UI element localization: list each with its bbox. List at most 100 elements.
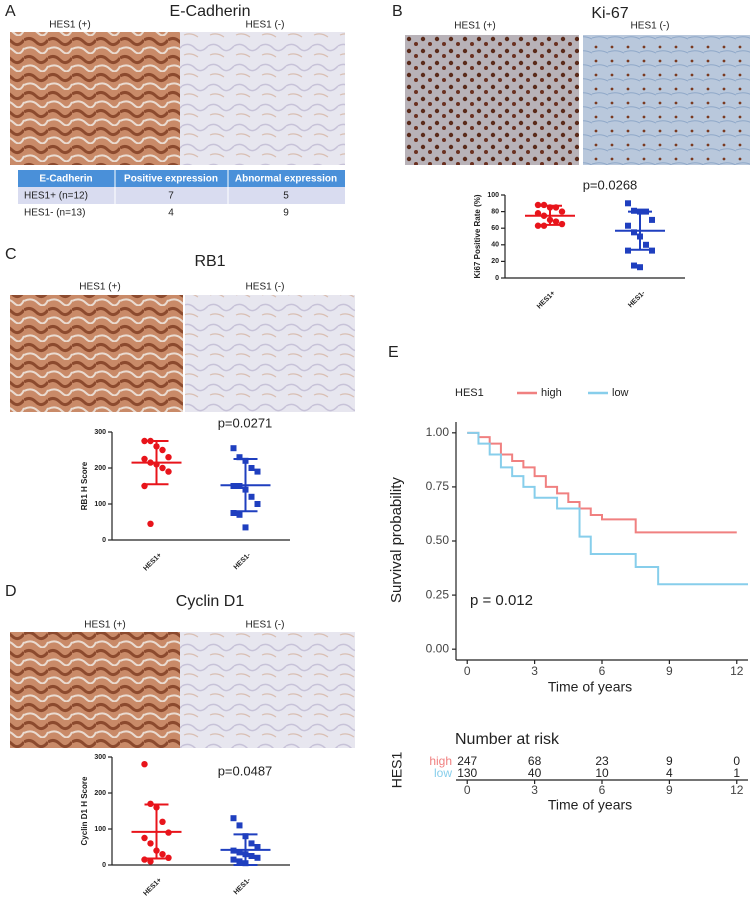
x-tick-label: 3 bbox=[531, 664, 538, 678]
figure-title: RB1 bbox=[194, 253, 225, 270]
y-tick-label: 100 bbox=[94, 826, 106, 833]
x-axis-label: Time of years bbox=[548, 679, 632, 695]
legend-label: high bbox=[541, 387, 562, 399]
risk-x-tick-label: 0 bbox=[464, 783, 471, 797]
risk-count: 247 bbox=[457, 754, 477, 768]
data-point bbox=[230, 510, 237, 516]
panel-label: E bbox=[388, 344, 399, 361]
risk-table-title: Number at risk bbox=[455, 731, 560, 748]
panel-label: C bbox=[5, 246, 17, 263]
data-point bbox=[147, 520, 154, 527]
x-tick-label: HES1- bbox=[233, 876, 253, 896]
data-point bbox=[236, 454, 243, 461]
table-header: E-Cadherin bbox=[39, 174, 92, 185]
risk-count: 68 bbox=[528, 754, 542, 768]
table-header: Positive expression bbox=[124, 174, 218, 185]
survival-curve bbox=[467, 431, 737, 534]
risk-count: 10 bbox=[595, 766, 609, 780]
image-caption: HES1 (-) bbox=[246, 282, 285, 293]
panel-label: B bbox=[392, 3, 403, 20]
figure-title: Ki-67 bbox=[591, 5, 628, 22]
y-axis-label: Survival probability bbox=[388, 477, 405, 603]
data-point bbox=[254, 844, 261, 850]
risk-count: 9 bbox=[666, 754, 673, 768]
y-tick-label: 60 bbox=[491, 225, 499, 232]
table-header: Abnormal expression bbox=[235, 174, 337, 185]
x-tick-label: 12 bbox=[730, 664, 744, 678]
data-point bbox=[141, 455, 148, 463]
histology-images bbox=[10, 32, 750, 748]
data-point bbox=[242, 524, 249, 531]
image-caption: HES1 (+) bbox=[79, 282, 120, 293]
risk-row-label: low bbox=[434, 766, 452, 780]
x-tick-label: HES1- bbox=[627, 289, 647, 309]
table-cell: 4 bbox=[168, 208, 174, 219]
x-tick-label: HES1+ bbox=[142, 552, 163, 573]
table-cell: HES1- (n=13) bbox=[24, 208, 85, 219]
annotation: p=0.0271 bbox=[218, 415, 273, 430]
data-point bbox=[631, 262, 637, 269]
data-point bbox=[165, 468, 172, 475]
data-point bbox=[552, 218, 560, 225]
data-point bbox=[248, 840, 255, 847]
table-cell: 9 bbox=[283, 208, 289, 219]
data-point bbox=[141, 761, 148, 768]
y-tick-label: 1.00 bbox=[426, 425, 450, 439]
image-caption: HES1 (-) bbox=[246, 20, 285, 31]
data-point bbox=[637, 264, 643, 271]
data-point bbox=[631, 229, 637, 236]
data-point bbox=[558, 208, 566, 215]
legend-title: HES1 bbox=[455, 387, 484, 399]
data-point bbox=[159, 818, 166, 825]
risk-count: 0 bbox=[733, 754, 740, 768]
y-tick-label: 0.00 bbox=[426, 641, 450, 655]
y-tick-label: 300 bbox=[94, 429, 106, 436]
data-point bbox=[649, 216, 655, 223]
y-tick-label: 0.50 bbox=[426, 533, 450, 547]
data-point bbox=[236, 849, 243, 856]
data-point bbox=[236, 511, 243, 518]
y-axis-label: Cyclin D1 H Score bbox=[80, 776, 89, 845]
data-point bbox=[236, 822, 243, 829]
data-point bbox=[236, 858, 243, 865]
figure-title: E-Cadherin bbox=[170, 3, 251, 20]
panel-label: A bbox=[5, 3, 16, 20]
y-tick-label: 0.75 bbox=[426, 479, 450, 493]
risk-count: 23 bbox=[595, 754, 609, 768]
survival-curve bbox=[467, 431, 748, 586]
table bbox=[18, 170, 345, 221]
y-tick-label: 0.25 bbox=[426, 587, 450, 601]
risk-strata-label: HES1 bbox=[389, 752, 405, 789]
annotation: p=0.0268 bbox=[583, 177, 638, 192]
data-point bbox=[254, 501, 261, 507]
table-cell: 5 bbox=[283, 191, 289, 202]
risk-count: 4 bbox=[666, 766, 673, 780]
risk-x-tick-label: 9 bbox=[666, 783, 673, 797]
figure-title: Cyclin D1 bbox=[176, 593, 245, 610]
image-caption: HES1 (+) bbox=[49, 20, 90, 31]
annotation: p=0.0487 bbox=[218, 763, 273, 778]
data-point bbox=[254, 854, 261, 861]
data-point bbox=[248, 465, 255, 471]
data-point bbox=[230, 445, 237, 452]
y-tick-label: 0 bbox=[102, 537, 106, 544]
data-point bbox=[165, 454, 172, 461]
y-tick-label: 200 bbox=[94, 465, 106, 472]
data-point bbox=[625, 222, 631, 229]
image-caption: HES1 (-) bbox=[246, 620, 285, 631]
y-tick-label: 40 bbox=[491, 242, 499, 249]
panel-label: D bbox=[5, 583, 17, 600]
data-point bbox=[159, 464, 166, 472]
risk-count: 40 bbox=[528, 766, 542, 780]
data-point bbox=[141, 856, 148, 863]
risk-x-tick-label: 3 bbox=[531, 783, 538, 797]
data-point bbox=[147, 840, 154, 847]
x-tick-label: 6 bbox=[599, 664, 606, 678]
annotation: p = 0.012 bbox=[470, 592, 533, 609]
risk-x-tick-label: 12 bbox=[730, 783, 744, 797]
table-cell: HES1+ (n=12) bbox=[24, 191, 88, 202]
risk-x-tick-label: 6 bbox=[599, 783, 606, 797]
y-tick-label: 100 bbox=[94, 501, 106, 508]
y-tick-label: 80 bbox=[491, 208, 499, 215]
